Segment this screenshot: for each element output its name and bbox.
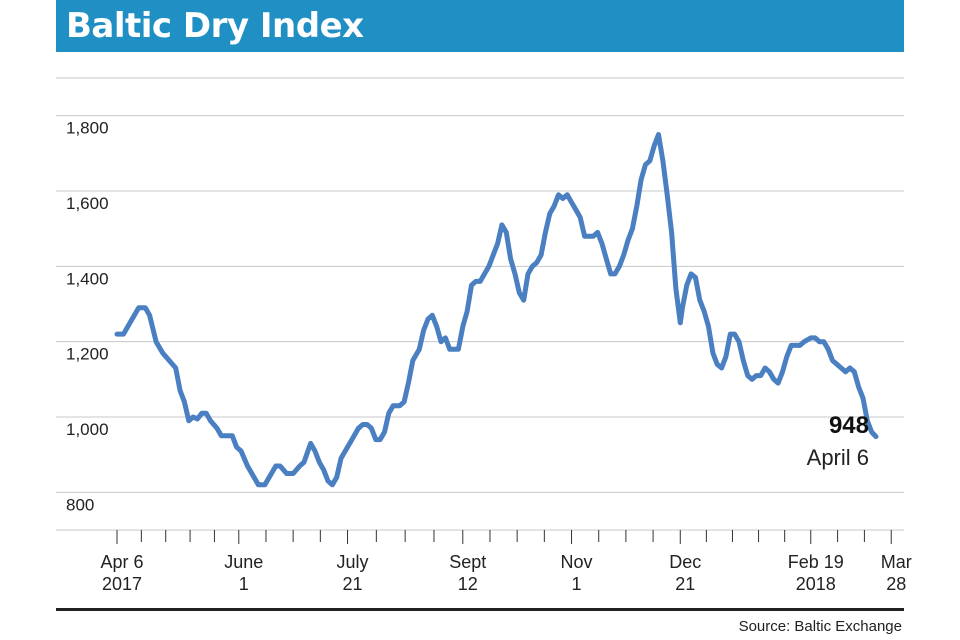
bdi-series-line (114, 132, 879, 488)
x-tick-label: Mar (881, 552, 912, 572)
x-tick-label-sub: 2017 (102, 574, 142, 594)
x-tick-label: Sept (449, 552, 486, 572)
x-tick-label-sub: 1 (239, 574, 249, 594)
title-bar (56, 0, 904, 52)
y-tick-label: 1,000 (66, 420, 109, 439)
y-tick-label: 1,200 (66, 345, 109, 364)
y-tick-label: 1,600 (66, 194, 109, 213)
x-tick-label-sub: 1 (572, 574, 582, 594)
x-tick-label: July (337, 552, 369, 572)
x-tick-label-sub: 2018 (796, 574, 836, 594)
last-date-label: April 6 (807, 445, 869, 470)
x-tick-label-sub: 28 (886, 574, 906, 594)
x-tick-label-sub: 21 (343, 574, 363, 594)
annotation-backdrop (784, 436, 884, 472)
y-tick-label: 1,800 (66, 119, 109, 138)
x-tick-label: Apr 6 (100, 552, 143, 572)
bottom-rule (56, 608, 904, 611)
y-tick-label: 1,400 (66, 269, 109, 288)
x-tick-label: Feb 19 (788, 552, 844, 572)
y-tick-label: 800 (66, 495, 94, 514)
x-tick-label-sub: 12 (458, 574, 478, 594)
x-tick-label: Nov (561, 552, 593, 572)
x-tick-label: June (224, 552, 263, 572)
chart-title: Baltic Dry Index (66, 6, 364, 46)
source-note: Source: Baltic Exchange (738, 618, 902, 635)
last-value-label: 948 (829, 412, 869, 439)
x-tick-label-sub: 21 (675, 574, 695, 594)
x-tick-label: Dec (669, 552, 701, 572)
